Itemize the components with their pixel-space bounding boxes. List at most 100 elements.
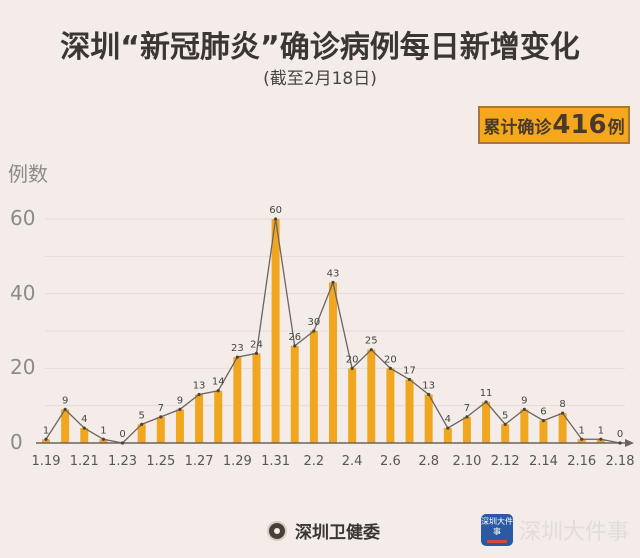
value-label: 7 <box>464 403 470 414</box>
data-point <box>44 437 48 441</box>
total-value: 416 <box>552 110 607 140</box>
x-tick-label: 2.12 <box>491 454 520 469</box>
value-label: 0 <box>617 429 623 440</box>
app-logo-text: 深圳大件事 <box>481 517 513 536</box>
value-label: 14 <box>212 377 225 388</box>
bar <box>137 424 146 443</box>
total-prefix: 累计确诊 <box>483 117 552 138</box>
value-label: 7 <box>158 403 164 414</box>
value-label: 60 <box>269 205 282 216</box>
x-tick-label: 1.31 <box>261 454 290 469</box>
data-point <box>427 392 431 397</box>
data-point <box>82 426 86 430</box>
value-label: 30 <box>307 317 320 328</box>
data-point <box>331 280 335 285</box>
value-label: 9 <box>62 395 68 406</box>
total-suffix: 例 <box>607 117 625 138</box>
bar <box>61 409 70 443</box>
bar <box>80 428 89 443</box>
source-credit: 深圳卫健委 <box>267 518 380 543</box>
x-tick-label: 2.18 <box>606 454 635 469</box>
value-label: 13 <box>422 380 435 391</box>
chart-subtitle: (截至2月18日) <box>263 69 377 89</box>
data-point <box>541 419 546 423</box>
data-point <box>369 348 373 352</box>
data-point <box>522 407 526 411</box>
data-point <box>407 377 412 382</box>
value-label: 9 <box>177 395 183 406</box>
x-tick-label: 2.6 <box>380 454 401 469</box>
bar <box>214 390 223 443</box>
data-point <box>101 437 105 441</box>
value-label: 4 <box>81 414 87 425</box>
data-point <box>216 389 220 393</box>
data-point <box>120 441 125 445</box>
y-tick-label: 0 <box>10 430 23 454</box>
data-point <box>63 407 67 411</box>
y-tick-label: 20 <box>10 355 36 380</box>
data-point <box>503 422 507 426</box>
bar <box>462 416 471 443</box>
value-label: 20 <box>384 354 397 365</box>
bar <box>386 368 395 443</box>
bar <box>443 428 452 443</box>
value-label: 8 <box>559 399 565 410</box>
bar <box>405 379 414 443</box>
data-point <box>197 392 201 397</box>
total-cases-badge: 累计确诊 416 例 <box>478 106 630 144</box>
bar <box>596 439 605 443</box>
value-label: 0 <box>119 429 125 440</box>
data-point <box>484 400 488 404</box>
bar <box>42 439 50 443</box>
data-point <box>274 217 278 221</box>
bar <box>329 282 337 443</box>
x-tick-label: 2.10 <box>452 454 481 469</box>
bar <box>290 345 299 443</box>
bar <box>195 394 204 443</box>
data-point <box>465 415 469 419</box>
data-point <box>561 411 565 415</box>
bar <box>424 394 433 443</box>
value-label: 26 <box>288 332 301 343</box>
data-point <box>388 366 392 370</box>
bar <box>577 439 586 443</box>
brand-watermark: 深圳大件事 深圳大件事 <box>481 514 629 546</box>
app-logo-icon: 深圳大件事 <box>481 514 513 546</box>
x-tick-label: 1.25 <box>146 454 175 469</box>
health-commission-logo-icon <box>267 520 287 541</box>
bar <box>309 331 318 443</box>
data-point <box>140 422 144 426</box>
source-text: 深圳卫健委 <box>295 523 380 543</box>
data-point <box>599 437 603 441</box>
bar <box>348 368 357 443</box>
bar <box>271 219 280 443</box>
bar <box>156 416 165 443</box>
value-label: 1 <box>43 425 49 436</box>
bar <box>367 349 376 443</box>
y-tick-label: 40 <box>10 280 36 305</box>
x-tick-label: 2.14 <box>529 454 558 469</box>
bar <box>99 439 108 443</box>
bar <box>558 413 567 443</box>
value-label: 11 <box>480 388 493 399</box>
value-label: 25 <box>365 336 378 347</box>
value-label: 4 <box>445 414 451 425</box>
bar <box>482 401 491 443</box>
bar <box>233 357 242 443</box>
bar <box>501 424 510 443</box>
data-point <box>446 426 450 430</box>
chart-title: 深圳“新冠肺炎”确诊病例每日新增变化 <box>60 30 580 65</box>
value-label: 5 <box>138 410 144 421</box>
bar <box>175 409 184 443</box>
value-label: 17 <box>403 366 416 377</box>
x-tick-label: 2.4 <box>342 454 363 469</box>
value-label: 23 <box>231 343 244 354</box>
x-tick-label: 1.19 <box>32 454 61 469</box>
data-point <box>312 329 316 333</box>
bar <box>252 353 261 443</box>
data-point <box>350 366 354 370</box>
data-point <box>580 437 584 441</box>
x-tick-label: 2.16 <box>567 454 596 469</box>
data-point <box>293 344 297 348</box>
